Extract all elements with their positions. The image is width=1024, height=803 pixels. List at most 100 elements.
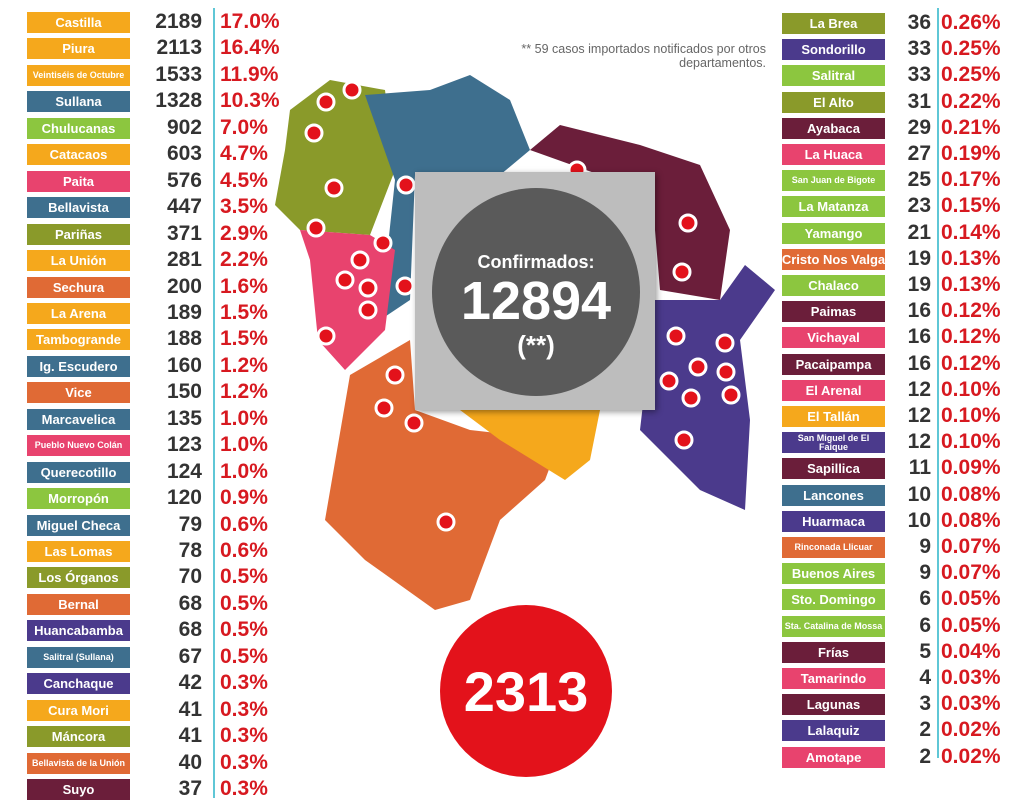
case-percent: 0.3% [220, 697, 268, 721]
table-row: Rinconada Llicuar 9 0.07% [782, 535, 1024, 559]
table-row: El Alto 31 0.22% [782, 89, 1024, 114]
case-count: 19 [907, 273, 931, 296]
case-percent: 0.13% [941, 273, 1001, 296]
case-count: 10 [907, 482, 931, 506]
case-percent: 2.9% [220, 221, 268, 245]
district-label: Frías [782, 641, 885, 663]
case-percent: 0.08% [941, 508, 1001, 532]
region [365, 75, 530, 320]
case-count: 12 [907, 377, 931, 401]
district-label: El Tallán [782, 406, 885, 427]
table-row: San Juan de Bigote 25 0.17% [782, 168, 1024, 192]
case-count: 70 [178, 565, 202, 589]
case-count: 68 [178, 591, 202, 615]
district-label: El Alto [782, 91, 885, 113]
case-count: 42 [178, 671, 202, 695]
district-label: La Arena [27, 302, 130, 324]
case-count: 123 [166, 433, 202, 457]
district-label: Buenos Aires [782, 563, 885, 585]
case-percent: 0.09% [941, 456, 1001, 480]
case-count: 33 [907, 63, 931, 87]
district-label: Bernal [27, 593, 130, 615]
case-count: 371 [166, 221, 202, 245]
table-row: Querecotillo 124 1.0% [27, 459, 287, 484]
table-row: Pueblo Nuevo Colán 123 1.0% [27, 433, 287, 457]
district-label: Morropón [27, 488, 130, 510]
table-row: Marcavelica 135 1.0% [27, 406, 287, 431]
case-count: 1328 [155, 89, 202, 113]
case-percent: 4.7% [220, 142, 268, 166]
case-percent: 0.08% [941, 482, 1001, 506]
case-percent: 0.02% [941, 718, 1001, 742]
case-count: 2 [919, 718, 931, 742]
table-row: Bernal 68 0.5% [27, 591, 287, 616]
case-percent: 0.3% [220, 671, 268, 695]
district-label: Lagunas [782, 694, 885, 716]
case-percent: 1.0% [220, 459, 268, 483]
case-count: 6 [919, 587, 931, 611]
table-row: Piura 2113 16.4% [27, 36, 287, 60]
case-count: 124 [166, 459, 202, 483]
case-count: 16 [907, 325, 931, 349]
district-label: Pariñas [27, 223, 130, 245]
case-count: 1533 [155, 62, 202, 86]
district-label: Miguel Checa [27, 514, 130, 536]
district-label: La Matanza [782, 196, 885, 218]
case-count: 2113 [156, 36, 202, 60]
district-label: Canchaque [27, 673, 130, 695]
table-row: Sto. Domingo 6 0.05% [782, 587, 1024, 611]
case-percent: 0.03% [941, 692, 1001, 716]
table-row: La Huaca 27 0.19% [782, 142, 1024, 166]
confirmed-value: 12894 [460, 271, 612, 331]
table-row: La Arena 189 1.5% [27, 301, 287, 325]
case-percent: 0.17% [941, 168, 1001, 192]
case-percent: 0.5% [220, 565, 268, 589]
case-count: 78 [178, 539, 202, 562]
case-percent: 0.10% [941, 430, 1001, 454]
case-count: 16 [907, 299, 931, 323]
case-count: 6 [919, 613, 931, 637]
case-count: 135 [166, 406, 202, 430]
case-count: 160 [166, 353, 202, 377]
district-label: Lalaquiz [782, 720, 885, 742]
case-percent: 1.6% [220, 274, 268, 298]
table-row: Morropón 120 0.9% [27, 486, 287, 510]
table-row: Salitral 33 0.25% [782, 63, 1024, 87]
case-percent: 0.25% [941, 63, 1001, 87]
case-count: 9 [919, 535, 931, 558]
case-count: 576 [166, 168, 202, 192]
district-label: Chalaco [782, 275, 885, 296]
district-label: Piura [27, 38, 130, 60]
table-row: Lalaquiz 2 0.02% [782, 718, 1024, 742]
district-label: La Brea [782, 13, 885, 34]
district-label: Tamarindo [782, 668, 885, 689]
case-percent: 0.03% [941, 666, 1001, 689]
case-percent: 16.4% [220, 36, 280, 60]
district-label: Lancones [782, 484, 885, 506]
table-row: Sechura 200 1.6% [27, 274, 287, 299]
case-count: 41 [178, 724, 202, 748]
case-percent: 3.5% [220, 195, 268, 219]
case-count: 36 [907, 11, 931, 34]
table-row: Yamango 21 0.14% [782, 220, 1024, 245]
case-percent: 0.05% [941, 613, 1001, 637]
case-percent: 1.0% [220, 406, 268, 430]
table-row: Ayabaca 29 0.21% [782, 116, 1024, 140]
case-percent: 0.22% [941, 89, 1001, 113]
district-label: Salitral (Sullana) [27, 646, 130, 668]
case-percent: 1.2% [220, 380, 268, 404]
district-label: Amotape [782, 746, 885, 768]
district-label: Los Órganos [27, 567, 130, 589]
region [530, 125, 730, 300]
district-label: Paita [27, 170, 130, 192]
district-label: Pueblo Nuevo Colán [27, 435, 130, 457]
table-row: Pacaipampa 16 0.12% [782, 352, 1024, 376]
case-percent: 0.6% [220, 512, 268, 536]
case-count: 21 [907, 220, 931, 244]
case-percent: 0.6% [220, 539, 268, 562]
case-percent: 0.13% [941, 246, 1001, 270]
table-row: Tamarindo 4 0.03% [782, 666, 1024, 690]
table-row: Bellavista 447 3.5% [27, 195, 287, 219]
case-percent: 0.10% [941, 377, 1001, 401]
